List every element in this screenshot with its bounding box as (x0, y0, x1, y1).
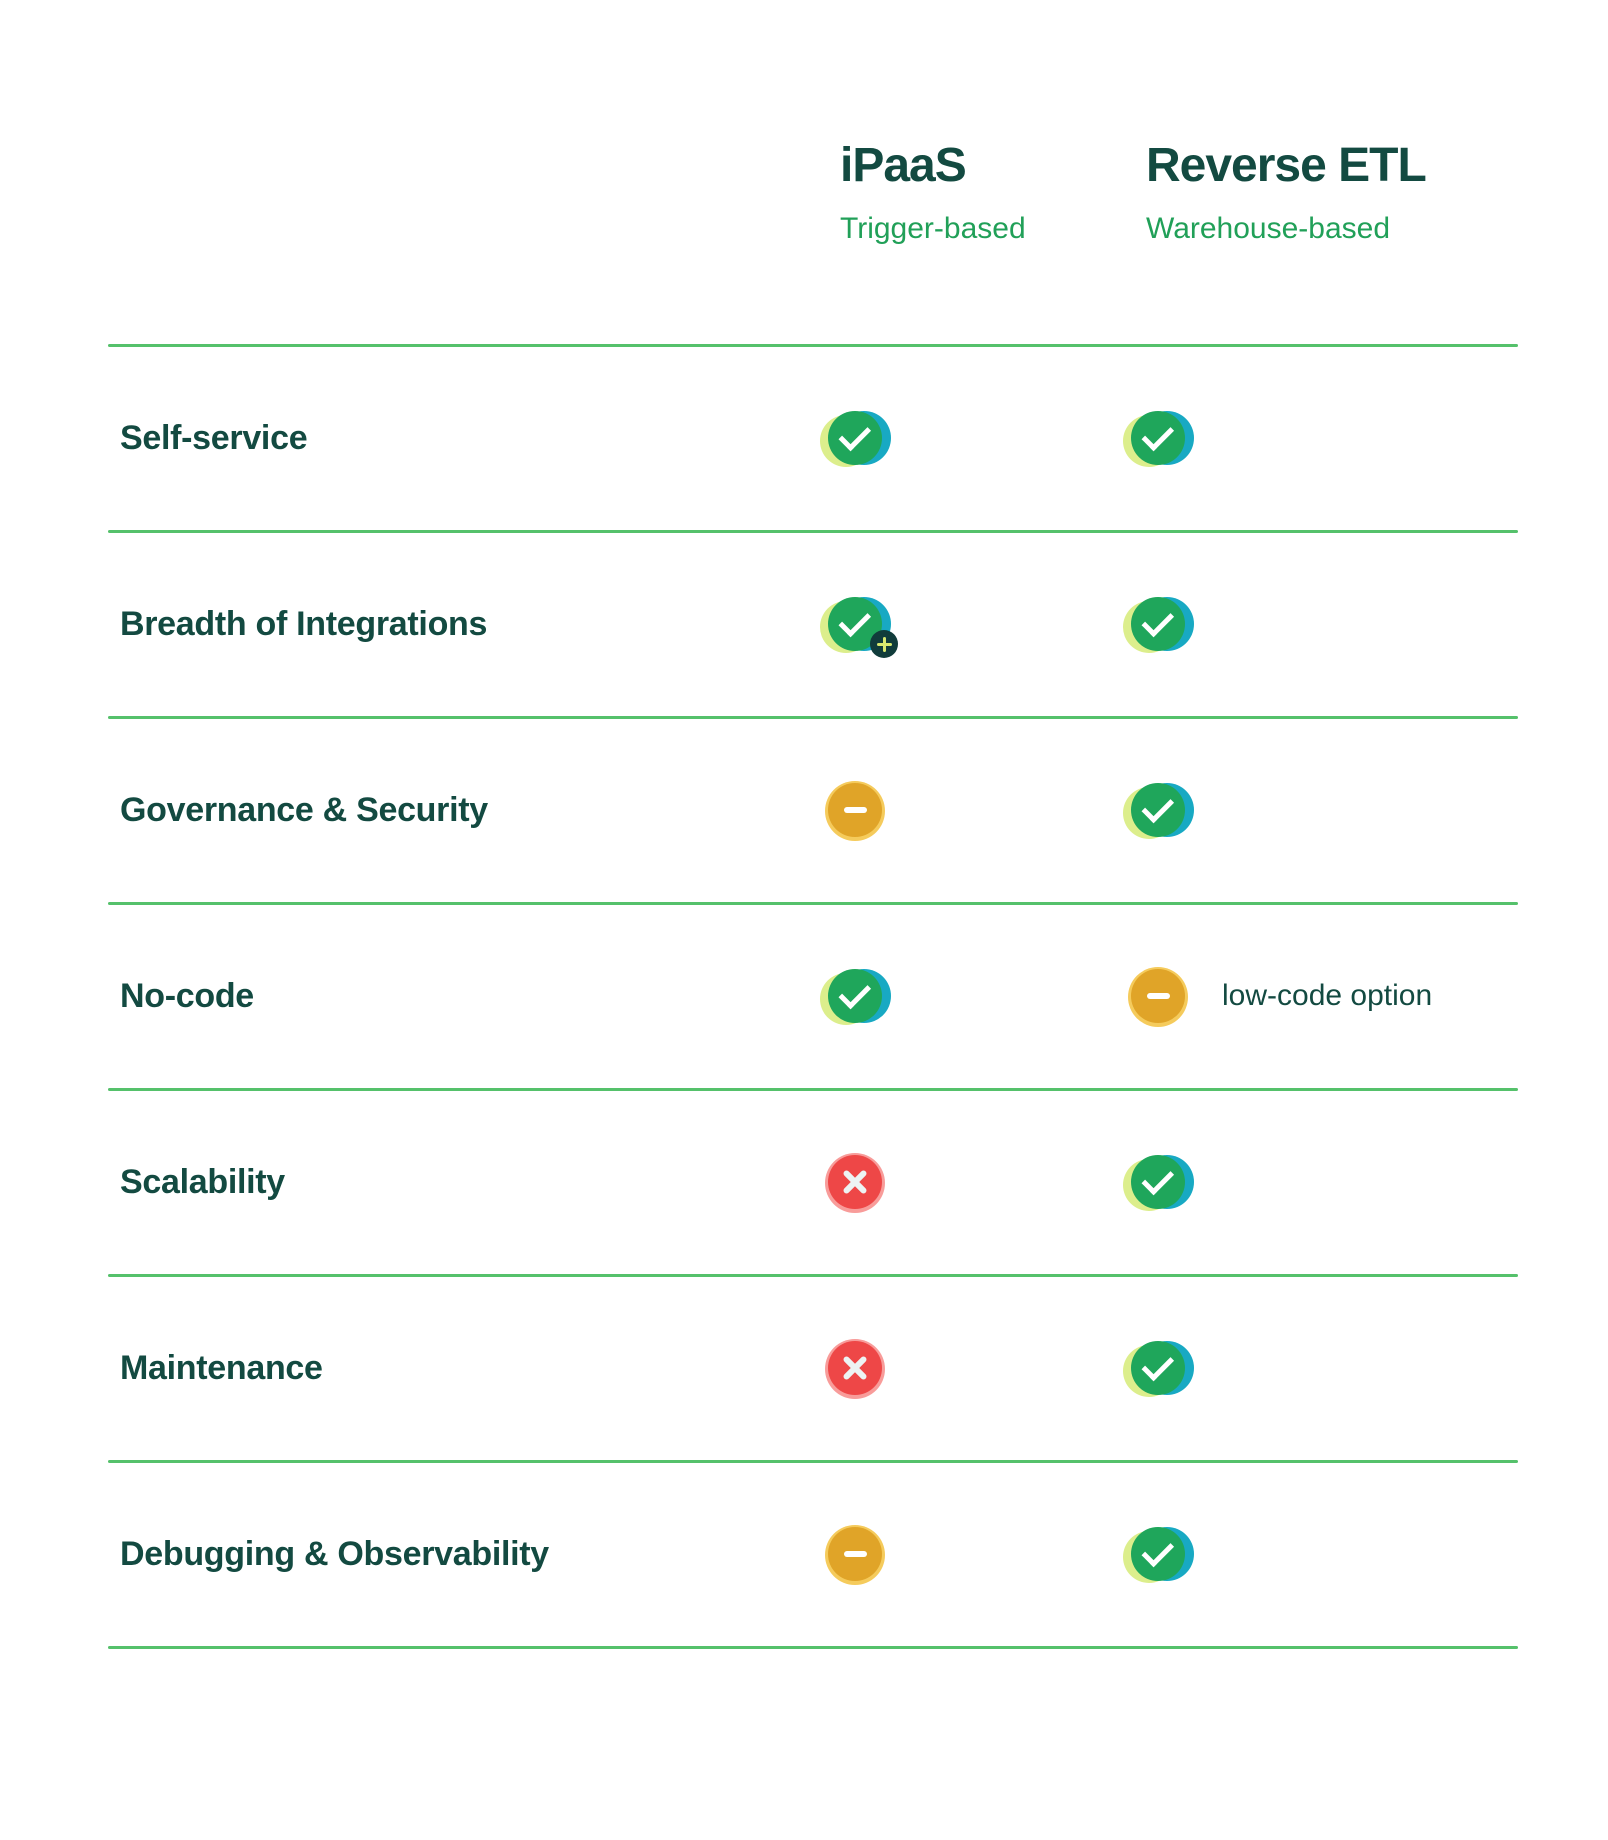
check-icon (1123, 597, 1194, 653)
low-code-note: low-code option (1222, 979, 1433, 1012)
check-icon (1123, 1341, 1194, 1397)
minus-icon (825, 1525, 885, 1585)
row-label: Debugging & Observability (120, 1534, 549, 1573)
check-icon (820, 411, 891, 467)
minus-icon (825, 781, 885, 841)
check-icon (1123, 783, 1194, 839)
reverse-etl-column-subtitle: Warehouse-based (1146, 212, 1391, 245)
row-label: Breadth of Integrations (120, 604, 488, 643)
table-row: Breadth of Integrations (0, 597, 1608, 658)
row-divider (108, 902, 1518, 905)
row-label: Scalability (120, 1162, 285, 1201)
row-divider (108, 530, 1518, 533)
table-row: Debugging & Observability (0, 1525, 1608, 1585)
table-row: Self-service (0, 411, 1608, 467)
plus-badge (870, 630, 898, 658)
ipaas-column-title: iPaaS (840, 139, 967, 192)
row-divider (108, 716, 1518, 719)
check-icon (820, 969, 891, 1025)
row-divider (108, 1460, 1518, 1463)
table-row: Maintenance (0, 1339, 1608, 1399)
cross-icon (825, 1339, 885, 1399)
check-plus-icon (820, 597, 898, 658)
reverse-etl-column-title: Reverse ETL (1146, 139, 1427, 192)
row-label: Maintenance (120, 1348, 323, 1387)
row-divider (108, 1088, 1518, 1091)
row-divider (108, 1274, 1518, 1277)
row-label: Governance & Security (120, 790, 488, 829)
minus-icon (1128, 967, 1188, 1027)
table-row: No-code low-code option (0, 967, 1608, 1027)
check-icon (1123, 1155, 1194, 1211)
table-row: Scalability (0, 1153, 1608, 1213)
check-icon (1123, 1527, 1194, 1583)
ipaas-column-subtitle: Trigger-based (840, 212, 1026, 245)
check-icon (1123, 411, 1194, 467)
table-row: Governance & Security (0, 781, 1608, 841)
row-divider (108, 344, 1518, 347)
row-label: No-code (120, 976, 254, 1015)
row-divider (108, 1646, 1518, 1649)
cross-icon (825, 1153, 885, 1213)
row-label: Self-service (120, 418, 308, 457)
